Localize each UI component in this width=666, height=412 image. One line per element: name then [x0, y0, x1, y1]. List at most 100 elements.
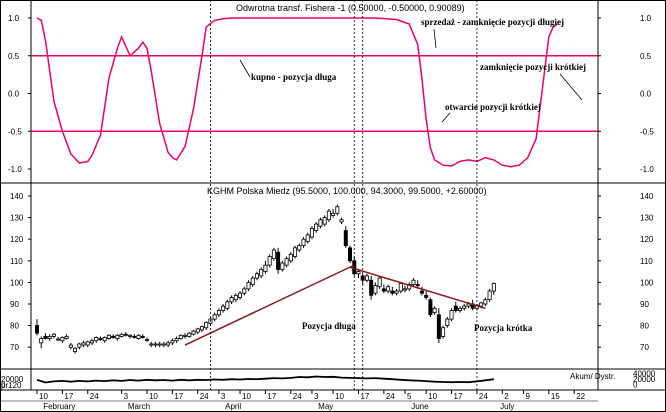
candle-body — [449, 310, 454, 320]
candle-body — [254, 273, 259, 279]
candle-body — [250, 277, 255, 285]
candle-ytick-left: 120 — [10, 235, 24, 244]
candle-body — [305, 234, 310, 242]
candle-body — [356, 271, 361, 275]
x-day-label: 17 — [360, 392, 369, 401]
annotation-leader — [559, 73, 583, 101]
candle-body — [364, 275, 369, 281]
candle-body — [479, 302, 484, 307]
candle-body — [94, 337, 99, 342]
ad-ytick-right: 0 — [633, 381, 638, 390]
x-month-label: March — [128, 402, 150, 411]
candle-body — [331, 212, 336, 216]
candle-body — [271, 249, 276, 260]
candle-body — [322, 217, 327, 225]
x-day-label: 24 — [200, 392, 209, 401]
candle-body — [115, 334, 120, 339]
x-day-label: 10 — [335, 392, 344, 401]
x-day-label: 3 — [221, 392, 226, 401]
candle-body — [233, 294, 238, 301]
candle-body — [77, 343, 82, 348]
fisher-ytick-left: -1.0 — [8, 165, 22, 174]
candle-body — [242, 288, 247, 294]
candle-body — [415, 284, 420, 287]
fisher-ytick-left: 0.0 — [8, 90, 20, 99]
x-day-label: 3 — [124, 392, 129, 401]
candle-body — [111, 335, 116, 338]
candle-body — [326, 210, 331, 221]
candle-body — [73, 347, 78, 352]
candle-body — [386, 286, 391, 292]
candle-body — [487, 290, 492, 301]
candle-body — [216, 310, 221, 316]
candle-body — [466, 303, 471, 307]
ad-series-line — [36, 375, 494, 384]
ad-ytick-right: 20000 — [633, 375, 656, 384]
candle-body — [352, 260, 357, 275]
candle-body — [144, 339, 149, 342]
candle-body — [221, 305, 226, 311]
candle-body — [149, 343, 154, 346]
candle-body — [123, 333, 128, 336]
candle-body — [394, 290, 399, 294]
candle-body — [297, 245, 302, 251]
candle-body — [373, 285, 378, 294]
candle-body — [43, 335, 48, 339]
candle-body — [204, 321, 209, 329]
ad-ytick-right: 40000 — [633, 370, 656, 379]
candle-body — [238, 292, 243, 298]
fisher-ytick-right: 1.0 — [640, 14, 652, 23]
candle-ytick-right: 90 — [640, 300, 649, 309]
x-month-label: July — [500, 402, 514, 411]
candle-body — [246, 281, 251, 290]
candle-body — [68, 344, 73, 348]
candle-title: KGHM Polska Miedz (95.5000, 100.000, 94.… — [207, 186, 486, 196]
annotation-pozycja_krotka: Pozycja krótka — [474, 323, 533, 333]
candle-ytick-left: 70 — [10, 343, 19, 352]
candle-body — [432, 307, 437, 314]
candle-ytick-right: 110 — [640, 257, 653, 266]
x-day-label: 17 — [267, 392, 276, 401]
candle-body — [335, 206, 340, 214]
annotation-zamkniecie: zamknięcie pozycji krótkiej — [480, 62, 586, 72]
x-day-label: 24 — [386, 392, 395, 401]
candle-body — [60, 337, 65, 342]
candle-body — [47, 335, 52, 339]
candle-body — [183, 334, 188, 337]
fisher-ytick-right: -1.0 — [640, 165, 654, 174]
candle-body — [284, 258, 289, 266]
volume-label: pr120 — [1, 381, 22, 390]
x-day-label: 24 — [479, 392, 488, 401]
candle-body — [301, 238, 306, 247]
candle-body — [174, 338, 179, 342]
candle-body — [339, 219, 344, 223]
fisher-series-line — [36, 17, 558, 168]
candle-body — [369, 279, 374, 296]
candle-ytick-left: 130 — [10, 214, 24, 223]
x-day-label: 15 — [551, 392, 560, 401]
ad-ytick-left: 20000 — [1, 375, 24, 384]
candle-body — [161, 343, 166, 346]
candle-body — [136, 334, 141, 339]
fisher-ytick-left: 0.5 — [8, 52, 20, 61]
trend-line — [184, 264, 355, 346]
fisher-ytick-right: 0.0 — [640, 90, 652, 99]
candle-body — [267, 256, 272, 266]
candle-body — [85, 341, 90, 346]
candle-body — [377, 277, 382, 288]
annotation-leader — [239, 59, 251, 78]
x-month-label: May — [318, 402, 333, 411]
candle-ytick-left: 100 — [10, 278, 24, 287]
x-day-label: 24 — [90, 392, 99, 401]
x-day-label: 17 — [174, 392, 183, 401]
candle-body — [403, 288, 408, 291]
candle-body — [293, 247, 298, 257]
x-day-label: 2 — [504, 392, 509, 401]
candle-body — [453, 305, 458, 311]
x-day-label: 17 — [454, 392, 463, 401]
candle-body — [191, 330, 196, 335]
candle-body — [288, 253, 293, 262]
candle-body — [280, 262, 285, 270]
candle-body — [128, 334, 133, 337]
